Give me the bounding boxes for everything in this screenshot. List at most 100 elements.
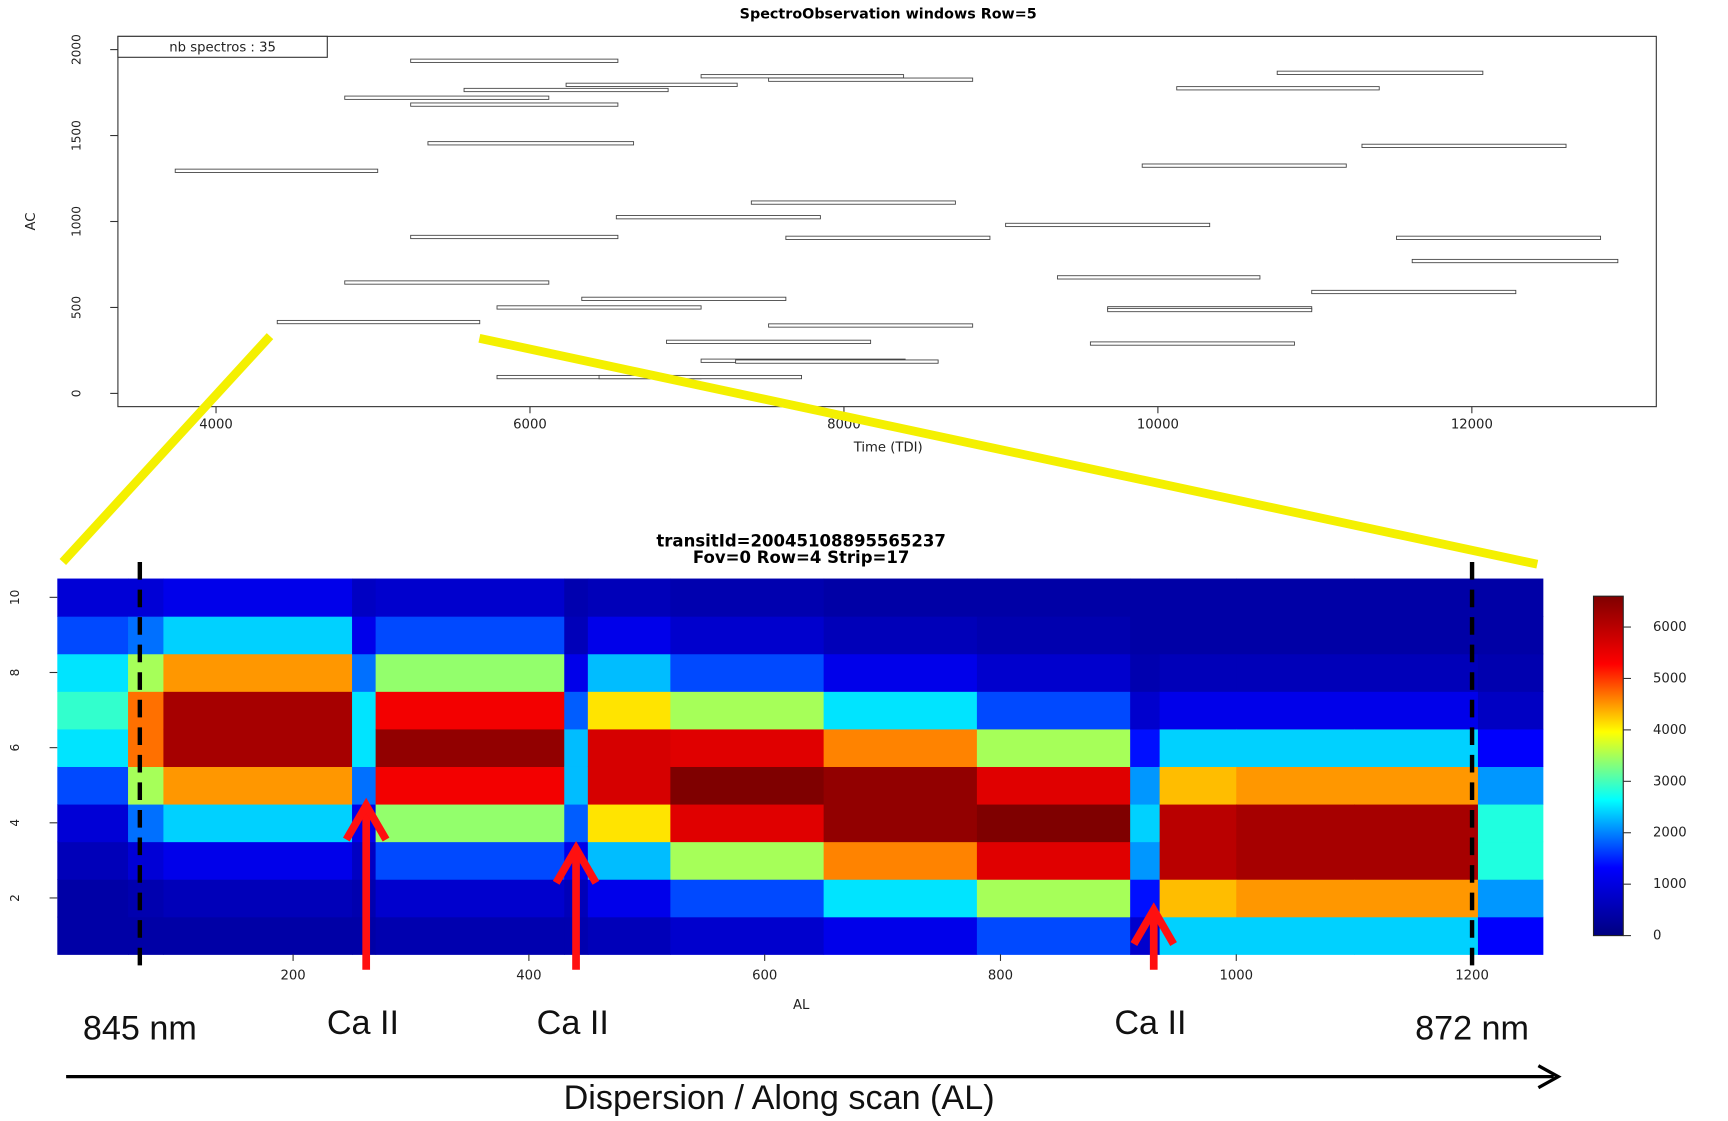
heat-cell [163, 804, 352, 842]
heat-cell [1354, 804, 1478, 842]
heat-cell [128, 691, 164, 729]
heat-cell [588, 917, 671, 955]
heat-cell [564, 729, 588, 767]
heat-cell [670, 691, 824, 729]
heat-cell [588, 729, 671, 767]
footer: Dispersion / Along scan (AL) [564, 1079, 995, 1117]
heat-cell [564, 691, 588, 729]
colorbar-tick-label: 3000 [1653, 774, 1687, 789]
y-tick-label: 1500 [70, 120, 84, 151]
heat-cell [1236, 654, 1354, 692]
heat-cell [1478, 729, 1543, 767]
heat-cell [824, 691, 978, 729]
heat-cell [376, 917, 565, 955]
heat-cell [352, 691, 376, 729]
heat-cell [163, 766, 352, 804]
heat-cell [1236, 804, 1354, 842]
window [701, 75, 904, 78]
heat-cell [376, 842, 565, 880]
heat-cell [1160, 579, 1237, 617]
heat-cell [977, 691, 1131, 729]
x-tick-label: 1200 [1455, 968, 1489, 983]
x-tick-label: 6000 [513, 417, 547, 432]
heat-cell [1236, 766, 1354, 804]
heat-cell [824, 804, 978, 842]
x-label: AL [793, 998, 810, 1013]
window [1142, 164, 1346, 167]
heat-cell [1478, 879, 1543, 917]
heat-cell [163, 616, 352, 654]
heat-cell [564, 579, 588, 617]
heat-cell [376, 879, 565, 917]
heat-cell [128, 804, 164, 842]
heat-cell [1130, 729, 1160, 767]
heat-cell [824, 842, 978, 880]
y-tick-label: 1000 [70, 206, 84, 237]
heat-cell [824, 766, 978, 804]
heat-cell [1354, 654, 1478, 692]
heat-cell [977, 579, 1131, 617]
heat-cell [128, 879, 164, 917]
window [751, 201, 955, 204]
heat-cell [977, 654, 1131, 692]
heat-cell [1354, 879, 1478, 917]
heat-cell [1354, 616, 1478, 654]
heat-cell [1160, 766, 1237, 804]
heat-cell [1478, 766, 1543, 804]
window [1362, 144, 1566, 147]
heat-cell [670, 654, 824, 692]
heat-cell [977, 804, 1131, 842]
heat-cell [1236, 729, 1354, 767]
top-frame [118, 36, 1656, 406]
heat-cell [824, 654, 978, 692]
canvas: SpectroObservation windows Row=5 nb spec… [8, 6, 1687, 1117]
heat-cell [1354, 917, 1478, 955]
heat-cell [977, 616, 1131, 654]
y-tick-label: 8 [8, 669, 22, 677]
line-label: Ca II [537, 1004, 609, 1042]
y-label: AC [24, 212, 39, 230]
heat-cell [376, 766, 565, 804]
window [345, 96, 549, 99]
heat-cell [57, 691, 128, 729]
heat-cell [376, 654, 565, 692]
heat-cell [977, 729, 1131, 767]
heat-cell [670, 579, 824, 617]
heat-cell [1130, 842, 1160, 880]
heat-cell [588, 691, 671, 729]
heat-cell [163, 729, 352, 767]
heat-cell [588, 804, 671, 842]
heat-cell [564, 804, 588, 842]
window [769, 78, 973, 81]
x-tick-label: 400 [516, 968, 541, 983]
heat-cell [57, 879, 128, 917]
heat-cell [1354, 691, 1478, 729]
x-tick-label: 4000 [199, 417, 233, 432]
heat-cell [163, 654, 352, 692]
heat-cell [1354, 729, 1478, 767]
heat-cell [1130, 804, 1160, 842]
heat-cell [1130, 691, 1160, 729]
heat-cell [57, 654, 128, 692]
heat-cell [128, 579, 164, 617]
heat-cell [1478, 804, 1543, 842]
heat-cell [977, 917, 1131, 955]
window [667, 340, 871, 343]
window [428, 142, 634, 145]
window [411, 59, 618, 62]
window [1177, 87, 1380, 90]
legend-text: nb spectros : 35 [169, 40, 276, 55]
heat-cell [1160, 691, 1237, 729]
wavelength-label: 872 nm [1415, 1009, 1529, 1047]
heat-cell [1478, 917, 1543, 955]
window [769, 324, 973, 327]
window [1312, 290, 1516, 293]
heat-cell [1478, 842, 1543, 880]
wavelength-label: 845 nm [83, 1009, 197, 1047]
colorbar-tick-label: 6000 [1653, 620, 1687, 635]
heat-cell [352, 579, 376, 617]
window [566, 83, 737, 86]
heat-cell [1236, 579, 1354, 617]
heat-cell [1354, 842, 1478, 880]
heat-cell [352, 616, 376, 654]
